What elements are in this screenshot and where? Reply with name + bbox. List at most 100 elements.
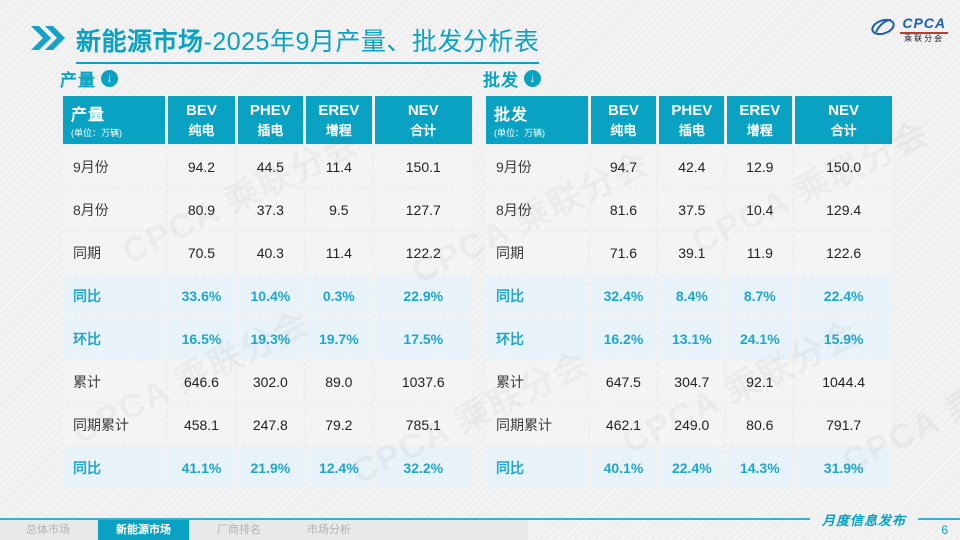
footer-tabs: 总体市场 新能源市场 厂商排名 市场分析 <box>0 520 528 540</box>
table-cell: 80.9 <box>168 189 235 230</box>
table-cell: 94.7 <box>590 146 657 187</box>
page-header: 新能源市场-2025年9月产量、批发分析表 <box>30 22 540 64</box>
table-cell: 16.2% <box>590 318 657 359</box>
table-cell: 11.4 <box>306 146 372 187</box>
row-label: 9月份 <box>63 146 166 187</box>
table-cell: 81.6 <box>590 189 657 230</box>
table-cell: 9.5 <box>306 189 372 230</box>
table-cell: 791.7 <box>795 404 892 445</box>
table-cell: 249.0 <box>659 404 725 445</box>
table-cell: 1044.4 <box>795 361 892 402</box>
table-row: 8月份 80.9 37.3 9.5 127.7 <box>63 189 472 230</box>
footer-tab[interactable]: 新能源市场 <box>98 520 189 540</box>
table-row: 同比 33.6% 10.4% 0.3% 22.9% <box>63 275 472 316</box>
column-header-nev: NEV 合计 <box>374 96 472 144</box>
cpca-logo: CPCA 乘联分会 <box>870 16 948 43</box>
row-label: 8月份 <box>63 189 166 230</box>
page-title: 新能源市场-2025年9月产量、批发分析表 <box>76 22 540 64</box>
table-cell: 19.3% <box>237 318 304 359</box>
table-cell: 16.5% <box>168 318 235 359</box>
table-cell: 41.1% <box>168 447 235 488</box>
table-cell: 89.0 <box>306 361 372 402</box>
table-cell: 462.1 <box>590 404 657 445</box>
table-cell: 302.0 <box>237 361 304 402</box>
table-title-cell: 批发 (单位：万辆) <box>486 96 588 144</box>
table-row: 同比 40.1% 22.4% 14.3% 31.9% <box>486 447 892 488</box>
production-table: 产量 (单位：万辆) BEV 纯电 PHEV 插电 EREV 增程 NEV 合计 9月份 94.… <box>60 94 475 490</box>
table-cell: 150.0 <box>795 146 892 187</box>
table-cell: 12.9 <box>727 146 793 187</box>
table-cell: 22.4% <box>795 275 892 316</box>
table-cell: 71.6 <box>590 232 657 273</box>
table-title-text: 产量 <box>71 107 106 124</box>
column-header-bev: BEV 纯电 <box>590 96 657 144</box>
table-row: 同比 41.1% 21.9% 12.4% 32.2% <box>63 447 472 488</box>
table-cell: 150.1 <box>374 146 472 187</box>
table-cell: 0.3% <box>306 275 372 316</box>
wholesale-label-text: 批发 <box>483 70 519 90</box>
wholesale-table-header-row: 批发 (单位：万辆) BEV 纯电 PHEV 插电 EREV 增程 NEV 合计 <box>486 96 892 144</box>
column-header-erev: EREV 增程 <box>306 96 372 144</box>
table-row: 同期 70.5 40.3 11.4 122.2 <box>63 232 472 273</box>
table-unit-text: (单位：万辆) <box>71 128 122 138</box>
table-cell: 44.5 <box>237 146 304 187</box>
page-number: 6 <box>941 523 948 537</box>
wholesale-table: 批发 (单位：万辆) BEV 纯电 PHEV 插电 EREV 增程 NEV 合计 9月份 94.… <box>483 94 895 490</box>
row-label: 累计 <box>63 361 166 402</box>
table-row: 同期 71.6 39.1 11.9 122.6 <box>486 232 892 273</box>
row-label: 同比 <box>486 447 588 488</box>
table-cell: 33.6% <box>168 275 235 316</box>
table-cell: 32.2% <box>374 447 472 488</box>
table-row: 累计 646.6 302.0 89.0 1037.6 <box>63 361 472 402</box>
table-cell: 13.1% <box>659 318 725 359</box>
table-title-cell: 产量 (单位：万辆) <box>63 96 166 144</box>
table-cell: 458.1 <box>168 404 235 445</box>
row-label: 同比 <box>486 275 588 316</box>
production-table-section: 产量 ↓ 产量 (单位：万辆) BEV 纯电 PHEV 插电 EREV 增程 NEV 合计 9… <box>60 66 475 490</box>
monthly-release-stamp: 月度信息发布 <box>809 510 918 529</box>
table-row: 8月份 81.6 37.5 10.4 129.4 <box>486 189 892 230</box>
column-header-nev: NEV 合计 <box>795 96 892 144</box>
table-cell: 122.6 <box>795 232 892 273</box>
table-cell: 10.4% <box>237 275 304 316</box>
table-cell: 647.5 <box>590 361 657 402</box>
table-cell: 785.1 <box>374 404 472 445</box>
table-cell: 32.4% <box>590 275 657 316</box>
footer-tab[interactable]: 厂商排名 <box>217 524 261 536</box>
table-row: 9月份 94.2 44.5 11.4 150.1 <box>63 146 472 187</box>
row-label: 8月份 <box>486 189 588 230</box>
table-cell: 70.5 <box>168 232 235 273</box>
column-header-phev: PHEV 插电 <box>237 96 304 144</box>
wholesale-table-section: 批发 ↓ 批发 (单位：万辆) BEV 纯电 PHEV 插电 EREV 增程 NEV 合计 9… <box>483 66 895 490</box>
footer-divider-line <box>0 518 960 520</box>
column-header-erev: EREV 增程 <box>727 96 793 144</box>
row-label: 同期 <box>63 232 166 273</box>
table-cell: 80.6 <box>727 404 793 445</box>
table-cell: 37.5 <box>659 189 725 230</box>
table-cell: 40.1% <box>590 447 657 488</box>
footer-tab[interactable]: 总体市场 <box>26 524 70 536</box>
table-cell: 127.7 <box>374 189 472 230</box>
table-cell: 22.4% <box>659 447 725 488</box>
table-cell: 79.2 <box>306 404 372 445</box>
table-cell: 8.7% <box>727 275 793 316</box>
footer-tab[interactable]: 市场分析 <box>307 524 351 536</box>
row-label: 同比 <box>63 447 166 488</box>
row-label: 同期累计 <box>63 404 166 445</box>
wholesale-section-label: 批发 ↓ <box>483 66 895 90</box>
row-label: 同比 <box>63 275 166 316</box>
table-cell: 15.9% <box>795 318 892 359</box>
double-chevron-icon <box>30 25 66 56</box>
row-label: 9月份 <box>486 146 588 187</box>
table-row: 环比 16.2% 13.1% 24.1% 15.9% <box>486 318 892 359</box>
table-title-text: 批发 <box>494 107 529 124</box>
table-cell: 14.3% <box>727 447 793 488</box>
row-label: 环比 <box>63 318 166 359</box>
table-row: 累计 647.5 304.7 92.1 1044.4 <box>486 361 892 402</box>
down-arrow-circle-icon: ↓ <box>524 69 541 87</box>
row-label: 同期累计 <box>486 404 588 445</box>
table-cell: 42.4 <box>659 146 725 187</box>
table-row: 同比 32.4% 8.4% 8.7% 22.4% <box>486 275 892 316</box>
page-title-bold: 新能源市场 <box>76 28 204 56</box>
table-row: 同期累计 462.1 249.0 80.6 791.7 <box>486 404 892 445</box>
